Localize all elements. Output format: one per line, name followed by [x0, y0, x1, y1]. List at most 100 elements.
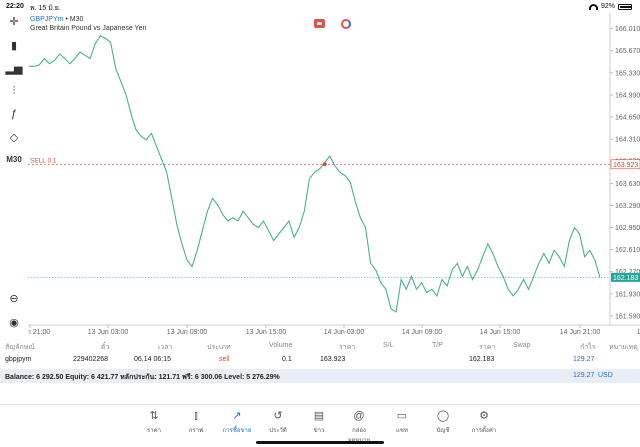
row-profit: 129.27	[573, 356, 595, 363]
x-tick-label: 14 Jun 03:00	[324, 329, 365, 336]
battery-icon	[618, 3, 632, 10]
nav-label: ประวัติ	[269, 428, 287, 434]
column-header[interactable]: เวลา	[158, 344, 173, 351]
row-current-price: 162.183	[469, 356, 495, 363]
nav-label: ข่าว	[313, 428, 325, 434]
quotes-icon: ⇅	[149, 410, 159, 422]
column-header[interactable]: หมายเหตุ	[609, 344, 638, 351]
x-tick-label: 14 Jun 21:00	[560, 329, 601, 336]
column-header[interactable]: Volume	[269, 342, 293, 349]
chart-symbol[interactable]: GBPJPYm	[30, 16, 64, 23]
clock: 22:20	[6, 3, 24, 10]
y-tick-label: 161.930	[615, 291, 640, 298]
column-header[interactable]: ราคา	[479, 344, 496, 351]
column-header[interactable]: T/P	[432, 342, 443, 349]
status-indicators: 92%	[588, 3, 632, 10]
one-click-trade-icon[interactable]	[314, 19, 325, 28]
y-tick-label: 165.330	[615, 70, 640, 77]
nav-label: กราฟ	[188, 428, 204, 434]
chat-icon: ▭	[396, 410, 408, 422]
total-profit: 129.27	[573, 372, 595, 379]
row-type: sell	[219, 356, 230, 363]
nav-label: แชท	[396, 428, 408, 434]
column-header[interactable]: S/L	[383, 342, 394, 349]
bar-chart-icon[interactable]: ▂▅	[5, 62, 23, 75]
y-tick-label: 162.270	[615, 269, 640, 276]
date: พ. 15 มิ.ย.	[30, 5, 61, 12]
function-icon[interactable]: ƒ	[10, 108, 18, 120]
at-icon: @	[353, 410, 365, 422]
zoom-icon[interactable]: ⊖	[9, 292, 19, 305]
x-tick-label: 15 Jun 03:00	[637, 329, 640, 336]
entry-marker	[322, 162, 327, 167]
y-tick-label: 163.630	[615, 181, 640, 188]
trade-icon: ↗	[232, 410, 242, 422]
row-volume: 0.1	[282, 356, 292, 363]
history-icon: ↺	[273, 410, 283, 422]
y-tick-label: 163.290	[615, 203, 640, 210]
battery-percent: 92%	[600, 3, 615, 10]
chart-canvas[interactable]: 166.010 165.670 165.330 164.990 164.650 164.3…	[10, 13, 640, 338]
user-icon: ◯	[436, 410, 450, 422]
column-header[interactable]: ประเภท	[207, 344, 231, 351]
nav-settings[interactable]: ⚙ การตั้งค่า	[466, 409, 502, 435]
nav-quotes[interactable]: ⇅ ราคา	[136, 409, 172, 435]
nav-chat[interactable]: ▭ แชท	[384, 409, 420, 435]
home-indicator[interactable]	[256, 441, 384, 444]
nav-chart[interactable]: ⫾ กราฟ	[178, 409, 214, 435]
y-tick-label: 165.670	[615, 48, 640, 55]
price-line	[29, 35, 601, 313]
nav-accounts[interactable]: ◯ บัญชี	[425, 409, 461, 435]
sell-price-tag	[610, 159, 640, 170]
y-tick-label: 161.590	[615, 313, 640, 320]
y-tick-label: 164.310	[615, 137, 640, 144]
objects-icon[interactable]: ◇	[9, 131, 19, 144]
news-icon: ▤	[313, 410, 325, 422]
column-header[interactable]: สัญลักษณ์	[5, 344, 35, 351]
x-tick-label: 13 Jun 15:00	[246, 329, 287, 336]
column-header[interactable]: Swap	[513, 342, 531, 349]
row-price: 163.923	[320, 356, 346, 363]
balance-bar: Balance: 6 292.50 Equity: 6 421.77 หลักป…	[0, 369, 640, 383]
row-ticket: 229402268	[73, 356, 109, 363]
x-tick-label: 14 Jun 15:00	[480, 329, 521, 336]
chart-title: GBPJPYm • M30 Great Britain Pound vs Jap…	[30, 15, 146, 33]
x-tick-label: 12 Jun 21:00	[28, 329, 50, 336]
chart-overlay-buttons	[314, 19, 351, 29]
indicators-icon[interactable]: ⫶	[12, 84, 16, 97]
price-chart[interactable]: 166.010 165.670 165.330 164.990 164.650 164.3…	[10, 13, 640, 338]
nav-label: ราคา	[147, 428, 161, 434]
x-tick-label: 13 Jun 09:00	[167, 329, 208, 336]
sell-level-label: SELL 0.1	[30, 157, 57, 164]
signal-icon[interactable]	[341, 19, 351, 29]
battery-level	[620, 5, 632, 8]
bid-price-tag	[611, 272, 640, 282]
nav-history[interactable]: ↺ ประวัติ	[260, 409, 296, 435]
column-header[interactable]: ตั๋ว	[101, 344, 110, 351]
chart-toolbar: ✛ ▮ ▂▅ ⫶ ƒ ◇ M30 ⊖ ◉	[0, 13, 28, 329]
gear-icon: ⚙	[479, 410, 489, 422]
nav-label: การตั้งค่า	[471, 428, 497, 434]
column-header[interactable]: ราคา	[339, 344, 356, 351]
row-time: 06.14 06:15	[134, 356, 171, 363]
nav-trade[interactable]: ↗ การซื้อขาย	[219, 409, 255, 435]
trade-app-icon[interactable]: ◉	[9, 316, 19, 329]
account-currency: USD	[598, 372, 613, 379]
crosshair-icon[interactable]: ✛	[9, 15, 19, 28]
y-tick-label: 164.990	[615, 92, 640, 99]
nav-news[interactable]: ▤ ข่าว	[301, 409, 337, 435]
y-tick-label: 166.010	[615, 26, 640, 33]
wifi-icon	[588, 3, 598, 10]
nav-mailbox[interactable]: @กล่องจดหมาย	[341, 409, 377, 445]
bid-price-label: 162.183	[613, 275, 638, 282]
candlestick-icon[interactable]: ▮	[10, 39, 18, 52]
sell-price-label: 163.923	[613, 162, 638, 169]
timeframe-button[interactable]: M30	[6, 154, 22, 164]
column-header[interactable]: กำไร	[580, 344, 596, 351]
nav-label: การซื้อขาย	[222, 428, 252, 434]
y-tick-label: 164.650	[615, 115, 640, 122]
x-tick-label: 13 Jun 03:00	[88, 329, 129, 336]
candles-icon: ⫾	[194, 410, 198, 422]
chart-separator: •	[63, 16, 70, 23]
table-row[interactable]: gbpjpym 229402268 06.14 06:15 sell 0.1 1…	[0, 352, 640, 368]
